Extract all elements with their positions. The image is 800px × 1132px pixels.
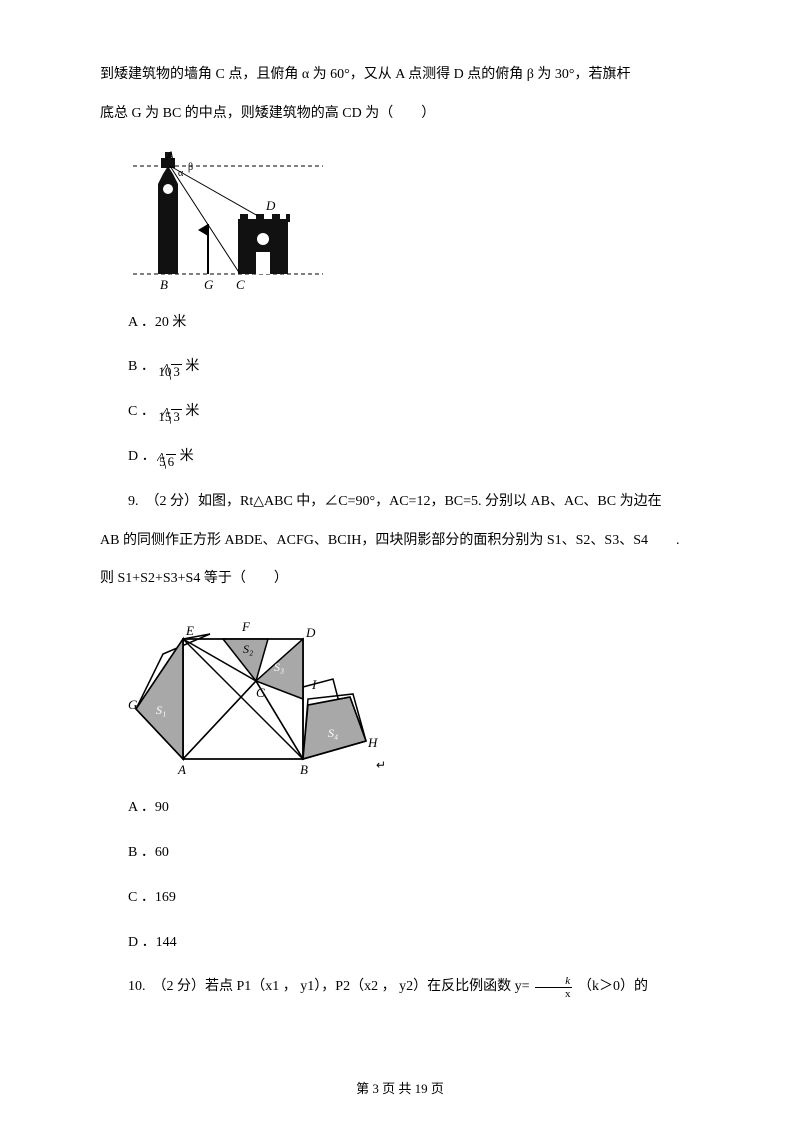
q8-figure: α β A B G C D: [128, 144, 700, 294]
q8-intro-line2: 底总 G 为 BC 的中点，则矮建筑物的高 CD 为（ ）: [100, 99, 700, 130]
svg-text:G: G: [128, 697, 138, 712]
page-footer: 第 3 页 共 19 页: [0, 1075, 800, 1104]
q9-stem-line2: AB 的同侧作正方形 ABDE、ACFG、BCIH，四块阴影部分的面积分别为 S…: [100, 526, 700, 557]
q9-option-a: A ．90: [128, 793, 700, 824]
q8-option-b: B ． 103 米: [128, 352, 700, 383]
svg-text:I: I: [311, 677, 317, 692]
q8-option-c: C ． 153 米: [128, 397, 700, 428]
optD-prefix: D ．: [128, 449, 156, 464]
optC-suffix: 米: [185, 404, 199, 419]
optB-prefix: B ．: [128, 359, 155, 374]
svg-text:D: D: [265, 198, 276, 213]
svg-text:C: C: [256, 685, 265, 700]
optD-rad: 6: [166, 454, 177, 469]
svg-text:B: B: [160, 277, 168, 292]
optC-rad: 3: [171, 409, 182, 424]
svg-text:G: G: [204, 277, 214, 292]
frac-num: k: [535, 975, 573, 988]
svg-text:α: α: [178, 168, 184, 179]
q10-stem: 10. （2 分）若点 P1（x1 ， y1），P2（x2 ， y2）在反比例函…: [100, 972, 700, 1003]
q9-option-c: C ．169: [128, 883, 700, 914]
q10-prefix: 10. （2 分）若点 P1（x1 ， y1），P2（x2 ， y2）在反比例函…: [128, 979, 533, 994]
svg-text:C: C: [236, 277, 245, 292]
optB-suffix: 米: [185, 359, 199, 374]
svg-text:↵: ↵: [376, 758, 386, 772]
q9-stem-line1: 9. （2 分）如图，Rt△ABC 中，∠C=90°，AC=12，BC=5. 分…: [100, 487, 700, 518]
sqrt-icon: 153: [158, 403, 182, 421]
q9-figure: A B C D E F G H I S₁ S₂ S₃ S₄ ↵: [128, 609, 700, 779]
svg-text:S₂: S₂: [243, 642, 253, 656]
svg-text:S₃: S₃: [274, 660, 284, 674]
svg-text:S₄: S₄: [328, 726, 338, 740]
q9-option-d: D ．144: [128, 928, 700, 959]
q9-stem-line3: 则 S1+S2+S3+S4 等于（ ）: [100, 564, 700, 595]
svg-text:A: A: [177, 762, 186, 777]
optB-rad: 3: [171, 364, 182, 379]
svg-text:B: B: [300, 762, 308, 777]
optC-prefix: C ．: [128, 404, 155, 419]
q8-option-d: D ． 56 米: [128, 442, 700, 473]
svg-text:E: E: [185, 623, 194, 638]
q10-suffix: （k＞0）的: [578, 979, 648, 994]
sqrt-icon: 103: [158, 358, 182, 376]
fraction-icon: k x: [535, 975, 573, 1000]
svg-text:β: β: [188, 162, 193, 173]
q8-option-a: A ．20 米: [128, 308, 700, 339]
q9-option-b: B ．60: [128, 838, 700, 869]
svg-text:H: H: [367, 735, 378, 750]
sqrt-icon: 56: [159, 448, 176, 466]
frac-den: x: [535, 988, 573, 1000]
svg-text:D: D: [305, 625, 316, 640]
optD-suffix: 米: [180, 449, 194, 464]
q8-intro-line1: 到矮建筑物的墙角 C 点，且俯角 α 为 60°，又从 A 点测得 D 点的俯角…: [100, 60, 700, 91]
svg-text:S₁: S₁: [156, 703, 166, 717]
svg-text:F: F: [241, 619, 251, 634]
svg-text:A: A: [165, 148, 174, 163]
